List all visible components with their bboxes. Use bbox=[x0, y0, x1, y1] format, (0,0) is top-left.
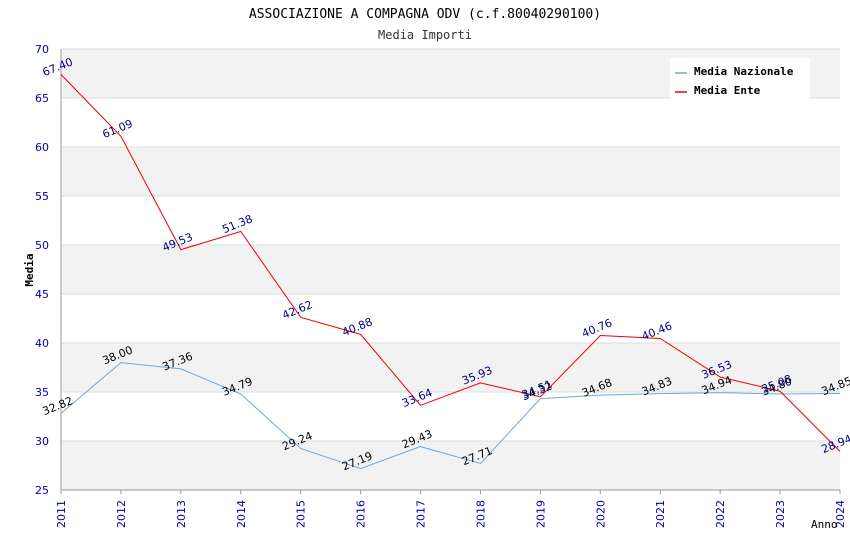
series-line-media-ente bbox=[60, 74, 841, 452]
chart-subtitle: Media Importi bbox=[378, 28, 472, 42]
grid-band bbox=[61, 343, 840, 392]
data-label: 40.46 bbox=[640, 319, 674, 343]
y-tick-label: 60 bbox=[35, 141, 49, 154]
legend-label-media-nazionale: Media Nazionale bbox=[694, 65, 794, 78]
y-tick-label: 50 bbox=[35, 239, 49, 252]
data-label: 40.76 bbox=[580, 316, 614, 340]
x-axis-title: Anno bbox=[811, 518, 838, 531]
x-tick-label: 2014 bbox=[235, 500, 248, 528]
legend: Media Nazionale Media Ente bbox=[670, 58, 810, 102]
y-tick-label: 35 bbox=[35, 386, 49, 399]
x-tick-label: 2020 bbox=[594, 500, 607, 528]
y-tick-label: 70 bbox=[35, 43, 49, 56]
grid-band bbox=[61, 441, 840, 490]
x-tick-label: 2018 bbox=[474, 500, 487, 528]
x-tick-label: 2012 bbox=[115, 500, 128, 528]
x-tick-label: 2023 bbox=[774, 500, 787, 528]
x-tick-label: 2015 bbox=[295, 500, 308, 528]
x-tick-labels: 2011 2012 2013 2014 2015 2016 2017 2018 2019 2020… bbox=[55, 490, 847, 528]
x-tick-label: 2016 bbox=[355, 500, 368, 528]
series-lines bbox=[60, 74, 841, 470]
gridlines bbox=[61, 48, 840, 491]
y-tick-label: 55 bbox=[35, 190, 49, 203]
y-axis-title: Media bbox=[23, 253, 36, 286]
y-tick-label: 45 bbox=[35, 288, 49, 301]
data-label: 42.62 bbox=[280, 298, 314, 322]
y-tick-label: 30 bbox=[35, 435, 49, 448]
y-tick-label: 25 bbox=[35, 484, 49, 497]
axes bbox=[60, 49, 840, 491]
data-label: 40.88 bbox=[340, 315, 374, 339]
grid-band bbox=[61, 245, 840, 294]
x-tick-label: 2013 bbox=[175, 500, 188, 528]
legend-box bbox=[670, 58, 810, 102]
x-tick-label: 2019 bbox=[534, 500, 547, 528]
grid-band bbox=[61, 147, 840, 196]
x-tick-label: 2021 bbox=[654, 500, 667, 528]
y-tick-label: 65 bbox=[35, 92, 49, 105]
x-tick-label: 2022 bbox=[714, 500, 727, 528]
y-tick-label: 40 bbox=[35, 337, 49, 350]
legend-label-media-ente: Media Ente bbox=[694, 84, 761, 97]
background-bands bbox=[61, 49, 840, 490]
chart-title: ASSOCIAZIONE A COMPAGNA ODV (c.f.8004029… bbox=[249, 7, 601, 22]
x-tick-label: 2024 bbox=[834, 500, 847, 528]
y-tick-labels: 25 30 35 40 45 50 55 60 65 70 bbox=[35, 43, 49, 497]
x-tick-label: 2017 bbox=[415, 500, 428, 528]
x-tick-label: 2011 bbox=[55, 500, 68, 528]
series-line-media-nazionale bbox=[60, 362, 841, 470]
